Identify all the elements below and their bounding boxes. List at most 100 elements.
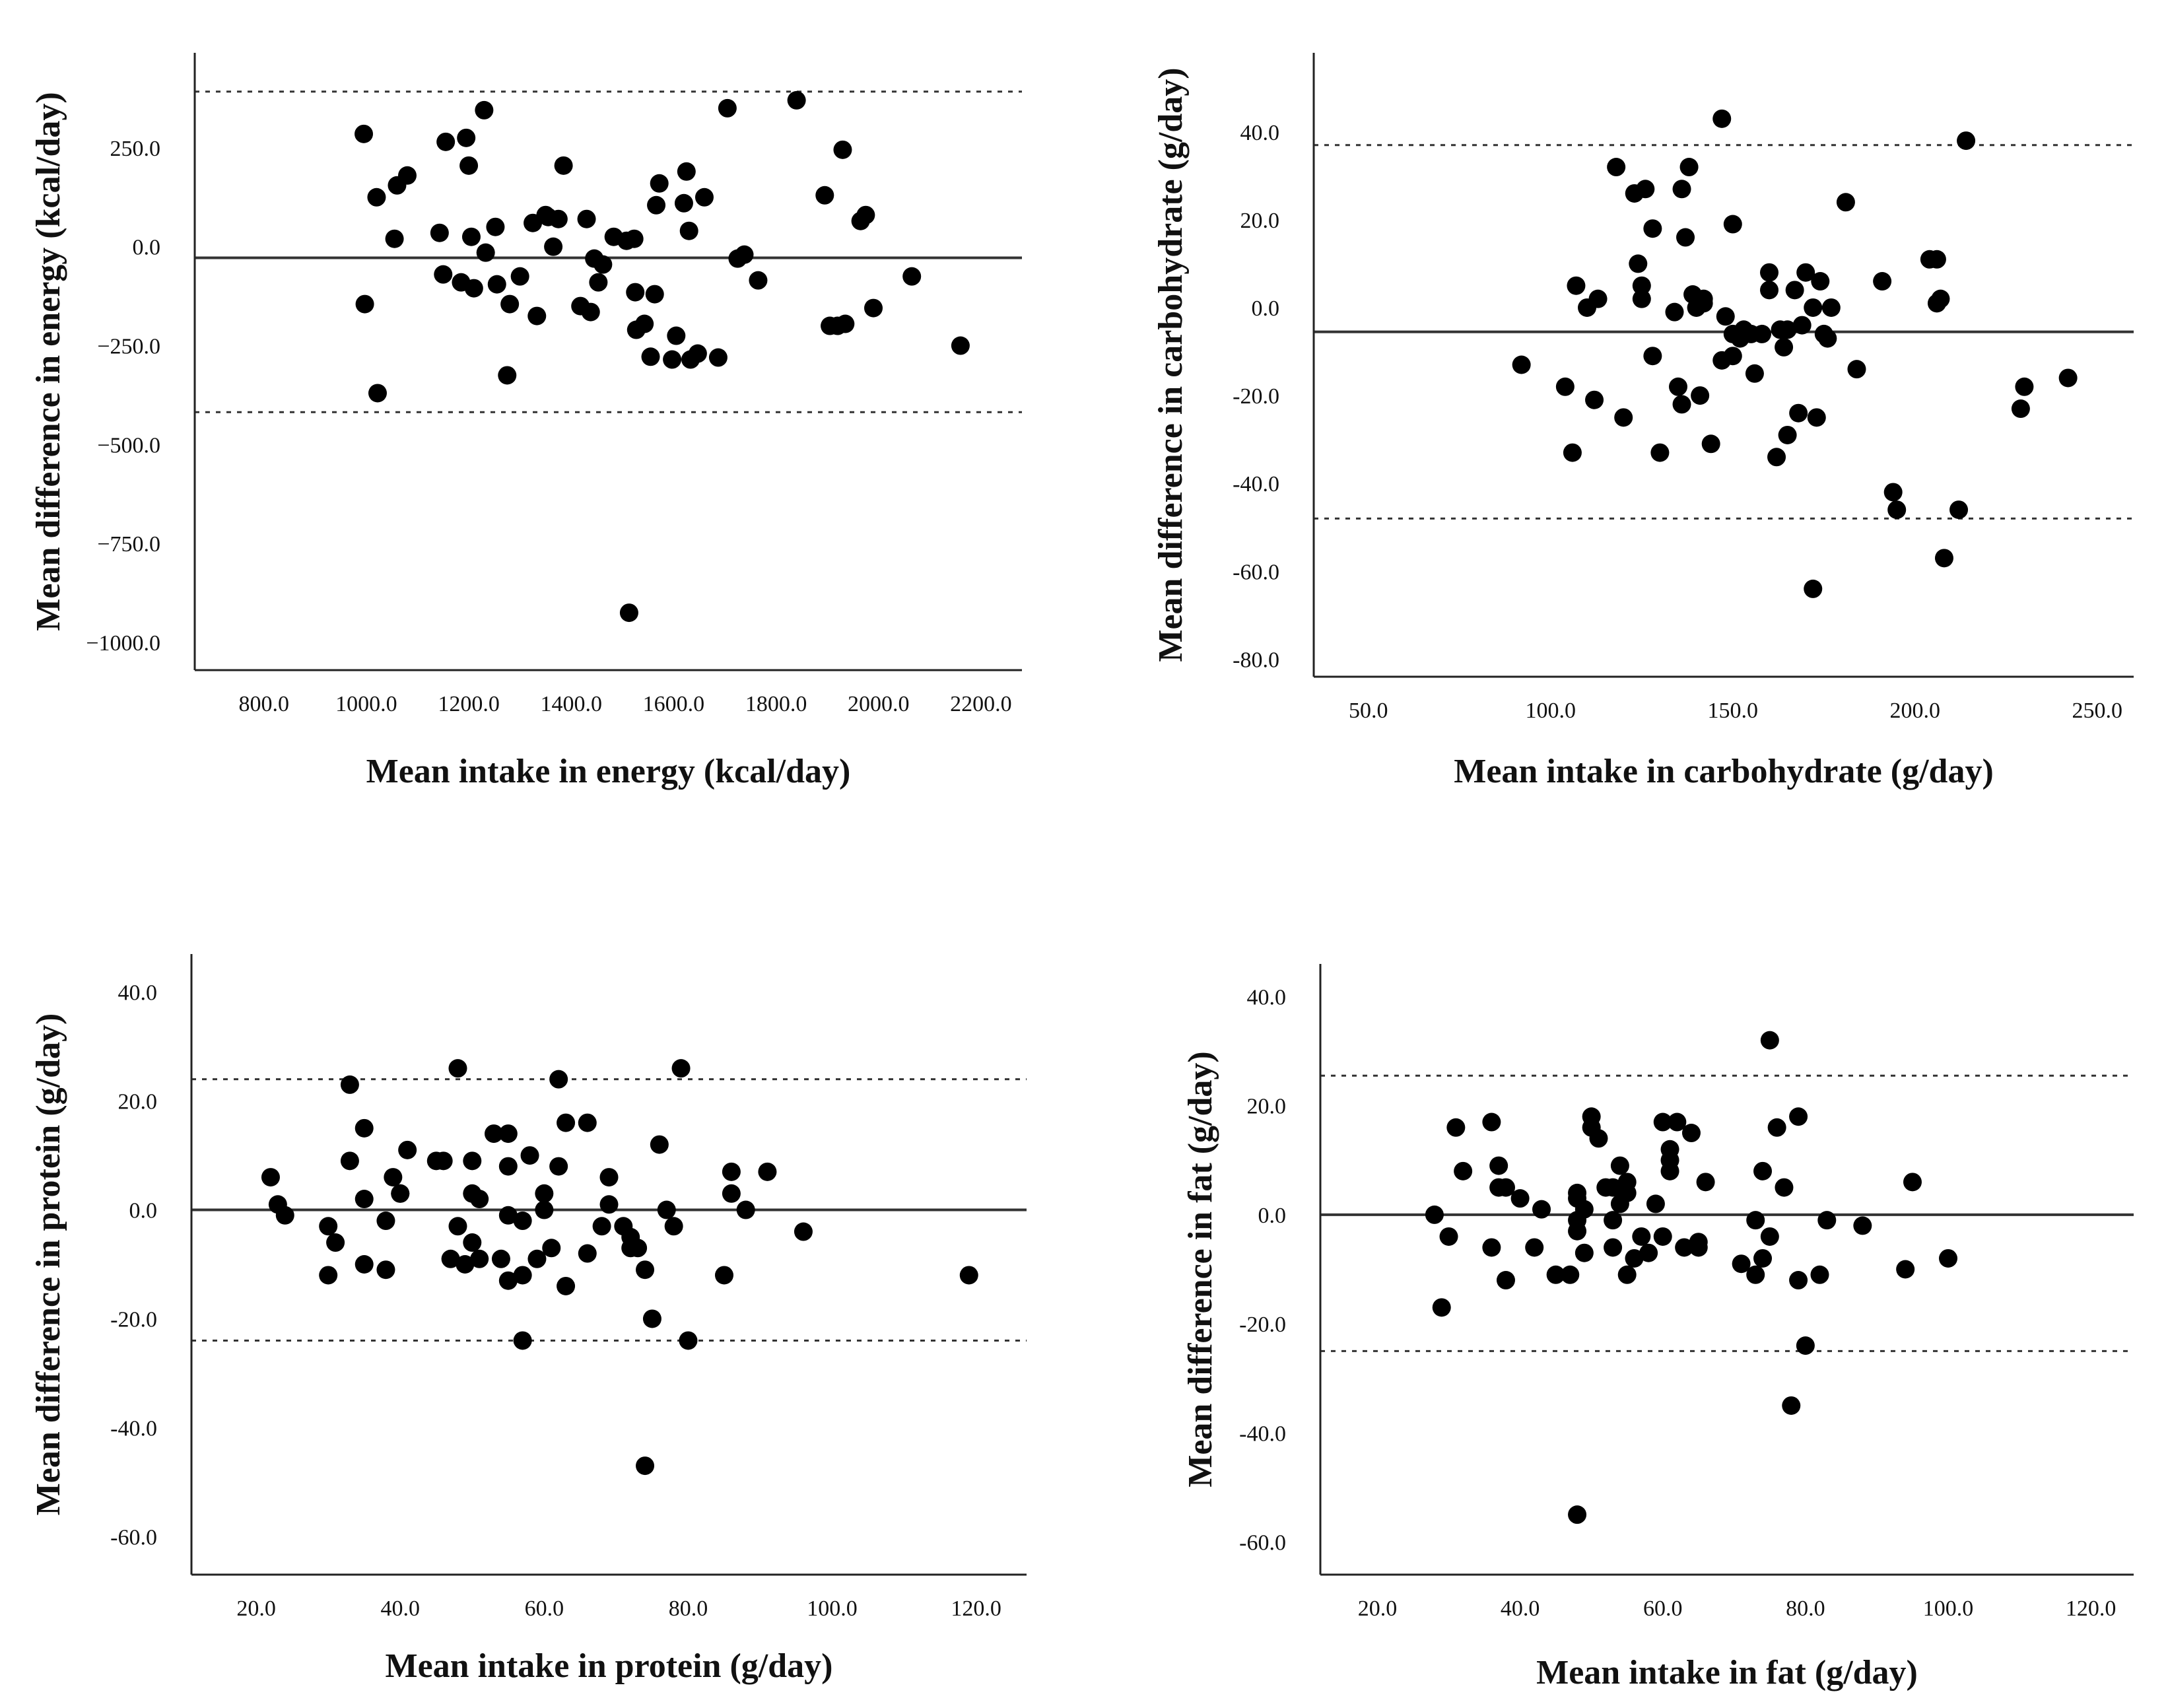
x-tick-label: 1200.0 bbox=[438, 692, 500, 716]
y-tick-label: -60.0 bbox=[1233, 560, 1279, 584]
data-point bbox=[1732, 1254, 1751, 1274]
data-point bbox=[1425, 1205, 1444, 1224]
x-tick-label: 40.0 bbox=[1501, 1596, 1540, 1621]
data-point bbox=[486, 217, 505, 236]
x-tick-label: 100.0 bbox=[1526, 699, 1576, 723]
data-point bbox=[554, 156, 573, 175]
data-point bbox=[1694, 294, 1713, 313]
data-point bbox=[2058, 368, 2078, 388]
data-point bbox=[1617, 1183, 1637, 1202]
y-tick-label: 40.0 bbox=[118, 981, 158, 1006]
data-point bbox=[1767, 448, 1786, 467]
data-point bbox=[836, 314, 855, 333]
data-point bbox=[1789, 1271, 1808, 1290]
y-tick-label: 0.0 bbox=[1258, 1204, 1287, 1228]
data-point bbox=[951, 336, 970, 355]
data-point bbox=[1561, 1265, 1580, 1284]
protein-limits-of-agreement bbox=[191, 1078, 1027, 1342]
data-point bbox=[456, 1255, 475, 1274]
carbohydrate-x-ticks: 50.0 100.0 150.0 200.0 250.0 bbox=[1349, 699, 2122, 723]
data-point bbox=[1454, 1161, 1473, 1180]
x-tick-label: 120.0 bbox=[951, 1596, 1001, 1621]
data-point bbox=[628, 1239, 648, 1258]
data-point bbox=[434, 1151, 453, 1171]
data-point bbox=[355, 1255, 374, 1274]
data-point bbox=[1432, 1298, 1451, 1317]
data-point bbox=[1646, 1194, 1665, 1213]
fat-y-axis-title: Mean difference in fat (g/day) bbox=[1182, 1051, 1219, 1487]
data-point bbox=[1723, 215, 1742, 234]
data-point bbox=[275, 1206, 294, 1225]
data-point bbox=[1853, 1216, 1872, 1235]
data-point bbox=[1796, 263, 1815, 282]
data-point bbox=[398, 1140, 417, 1159]
carbohydrate-points bbox=[1512, 109, 2078, 598]
data-point bbox=[674, 193, 693, 213]
data-point bbox=[1532, 1200, 1551, 1219]
data-point bbox=[527, 306, 547, 325]
y-tick-label: -80.0 bbox=[1233, 648, 1279, 672]
carbohydrate-bland-altman-plot: 50.0 100.0 150.0 200.0 250.0 40.0 20.0 0.0 -20.… bbox=[1152, 53, 2134, 790]
data-point bbox=[1934, 549, 1953, 568]
data-point bbox=[448, 1059, 467, 1078]
y-tick-label: 20.0 bbox=[118, 1090, 158, 1114]
data-point bbox=[436, 132, 456, 151]
data-point bbox=[1949, 500, 1969, 520]
data-point bbox=[619, 603, 638, 623]
data-point bbox=[714, 1266, 733, 1285]
data-point bbox=[1439, 1227, 1458, 1246]
data-point bbox=[1675, 1238, 1694, 1257]
data-point bbox=[1746, 1265, 1765, 1284]
data-point bbox=[1760, 1031, 1779, 1050]
data-point bbox=[476, 243, 495, 262]
protein-x-ticks: 20.0 40.0 60.0 80.0 100.0 120.0 bbox=[236, 1596, 1001, 1621]
data-point bbox=[463, 1233, 482, 1252]
x-tick-label: 250.0 bbox=[2072, 699, 2123, 723]
data-point bbox=[470, 1190, 489, 1209]
data-point bbox=[671, 1059, 691, 1078]
carbohydrate-y-ticks: 40.0 20.0 0.0 -20.0 -40.0 -60.0 -80.0 bbox=[1233, 121, 1279, 673]
data-point bbox=[549, 209, 568, 228]
data-point bbox=[1610, 1156, 1629, 1175]
data-point bbox=[1546, 1265, 1565, 1284]
fat-x-ticks: 20.0 40.0 60.0 80.0 100.0 120.0 bbox=[1358, 1596, 2117, 1621]
y-tick-label: 20.0 bbox=[1247, 1095, 1287, 1119]
x-tick-label: 2200.0 bbox=[950, 692, 1012, 716]
data-point bbox=[667, 326, 686, 345]
data-point bbox=[749, 271, 768, 290]
data-point bbox=[1753, 1161, 1773, 1180]
x-tick-label: 800.0 bbox=[238, 692, 289, 716]
data-point bbox=[1446, 1118, 1466, 1137]
data-point bbox=[735, 245, 754, 264]
data-point bbox=[589, 273, 608, 292]
data-point bbox=[340, 1075, 359, 1094]
data-point bbox=[1887, 500, 1907, 520]
data-point bbox=[1775, 1178, 1794, 1197]
data-point bbox=[1701, 434, 1720, 454]
data-point bbox=[722, 1184, 741, 1203]
data-point bbox=[1689, 1238, 1708, 1257]
data-point bbox=[1604, 1238, 1623, 1257]
data-point bbox=[1782, 1396, 1801, 1415]
y-tick-label: -60.0 bbox=[110, 1525, 157, 1550]
data-point bbox=[578, 1244, 597, 1263]
fat-y-ticks: 40.0 20.0 0.0 -20.0 -40.0 -60.0 bbox=[1239, 986, 1286, 1555]
x-tick-label: 1800.0 bbox=[745, 692, 807, 716]
data-point bbox=[625, 229, 644, 248]
data-point bbox=[1752, 324, 1771, 343]
data-point bbox=[430, 223, 449, 242]
y-tick-label: −750.0 bbox=[97, 532, 160, 557]
carbohydrate-x-axis-title: Mean intake in carbohydrate (g/day) bbox=[1454, 753, 1994, 790]
data-point bbox=[1817, 1211, 1837, 1230]
data-point bbox=[1785, 281, 1804, 300]
data-point bbox=[340, 1151, 359, 1171]
y-tick-label: 250.0 bbox=[110, 137, 161, 161]
data-point bbox=[626, 283, 645, 302]
data-point bbox=[513, 1212, 532, 1231]
data-point bbox=[1903, 1173, 1922, 1192]
data-point bbox=[1760, 263, 1778, 282]
data-point bbox=[527, 1249, 547, 1268]
data-point bbox=[498, 1271, 518, 1290]
data-point bbox=[1568, 1221, 1587, 1241]
data-point bbox=[535, 1184, 554, 1203]
